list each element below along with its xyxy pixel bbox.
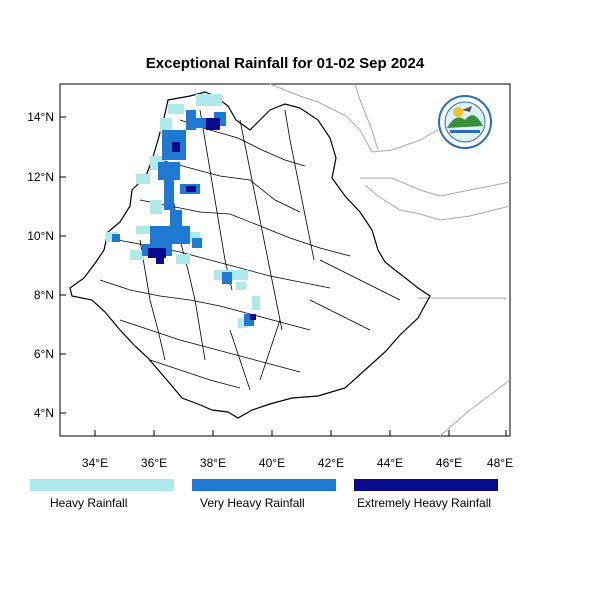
x-tick-label: 34°E <box>82 456 108 470</box>
heavy-rainfall-cells <box>106 94 260 328</box>
x-tick-label: 38°E <box>200 456 226 470</box>
legend-swatch-extreme <box>354 479 498 491</box>
map-title: Exceptional Rainfall for 01-02 Sep 2024 <box>145 55 425 72</box>
y-tick-label: 12°N <box>27 170 54 184</box>
x-tick-label: 46°E <box>436 456 462 470</box>
legend-label-extreme: Extremely Heavy Rainfall <box>357 496 492 510</box>
legend-label-very-heavy: Very Heavy Rainfall <box>200 496 305 510</box>
legend-swatch-heavy <box>30 479 174 491</box>
x-axis <box>94 430 507 436</box>
x-tick-label: 40°E <box>259 456 285 470</box>
y-tick-label: 14°N <box>27 110 54 124</box>
y-tick-label: 8°N <box>34 288 54 302</box>
legend-label-heavy: Heavy Rainfall <box>50 496 128 510</box>
very-heavy-rainfall-cells <box>112 110 254 326</box>
y-axis <box>60 116 66 414</box>
admin-boundaries <box>99 109 401 391</box>
extreme-rainfall-cells <box>148 118 256 320</box>
x-tick-label: 44°E <box>377 456 403 470</box>
map-frame <box>59 83 511 437</box>
legend-swatch-very-heavy <box>192 479 336 491</box>
country-boundary <box>69 91 431 419</box>
y-tick-label: 10°N <box>27 229 54 243</box>
x-tick-label: 42°E <box>318 456 344 470</box>
neighbor-borders <box>269 83 511 437</box>
x-tick-label: 48°E <box>487 456 513 470</box>
y-tick-label: 4°N <box>34 406 54 420</box>
institute-logo <box>438 95 492 149</box>
x-tick-label: 36°E <box>141 456 167 470</box>
y-tick-label: 6°N <box>34 347 54 361</box>
